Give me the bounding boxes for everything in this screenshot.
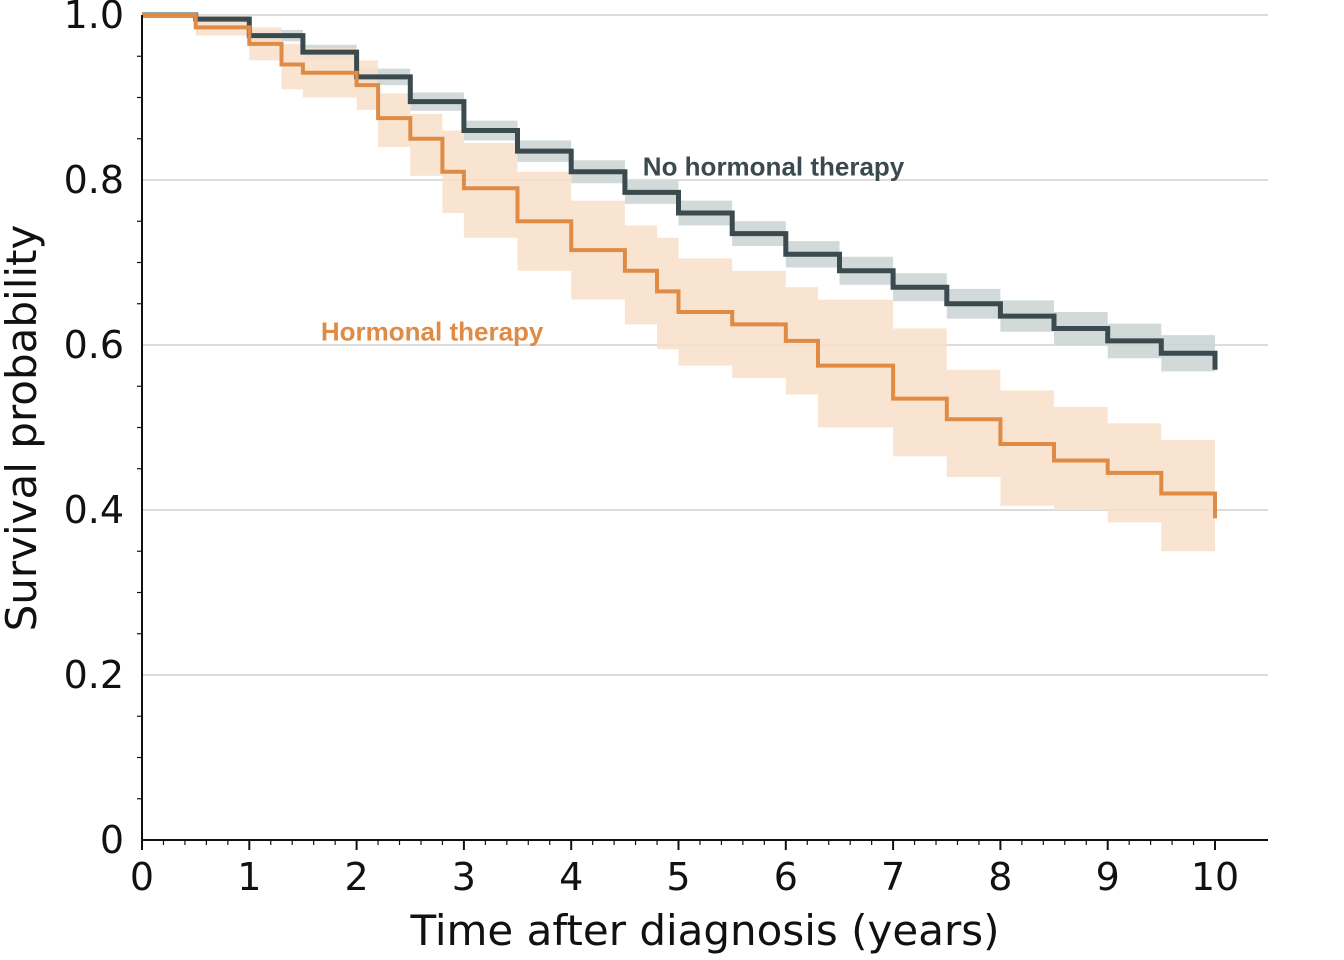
x-tick-label: 8 <box>988 855 1012 899</box>
x-tick-label: 7 <box>881 855 905 899</box>
x-tick-label: 4 <box>559 855 583 899</box>
y-tick-label: 0.4 <box>64 488 124 532</box>
x-tick-labels: 0 1 2 3 4 5 6 7 8 9 10 <box>130 855 1239 899</box>
y-tick-label: 0.2 <box>64 653 124 697</box>
y-tick-labels: 0 0.2 0.4 0.6 0.8 1.0 <box>64 0 124 862</box>
x-tick-label: 0 <box>130 855 154 899</box>
x-tick-label: 9 <box>1096 855 1120 899</box>
survival-line-no-hormonal <box>142 12 1218 370</box>
survival-curves <box>142 12 1218 519</box>
x-tick-label: 1 <box>237 855 261 899</box>
y-axis-label: Survival probability <box>0 225 46 632</box>
series-labels: No hormonal therapy Hormonal therapy <box>321 152 905 347</box>
x-axis-label: Time after diagnosis (years) <box>409 906 999 955</box>
axes <box>137 15 1268 850</box>
x-tick-label: 10 <box>1191 855 1239 899</box>
x-tick-label: 6 <box>774 855 798 899</box>
x-tick-label: 3 <box>452 855 476 899</box>
x-tick-label: 2 <box>345 855 369 899</box>
y-tick-label: 0.8 <box>64 158 124 202</box>
y-tick-label: 0 <box>100 818 124 862</box>
y-tick-label: 0.6 <box>64 323 124 367</box>
label-no-hormonal-therapy: No hormonal therapy <box>643 152 905 182</box>
x-tick-label: 5 <box>666 855 690 899</box>
y-tick-label: 1.0 <box>64 0 124 37</box>
label-hormonal-therapy: Hormonal therapy <box>321 317 544 347</box>
survival-line-hormonal <box>142 13 1217 519</box>
